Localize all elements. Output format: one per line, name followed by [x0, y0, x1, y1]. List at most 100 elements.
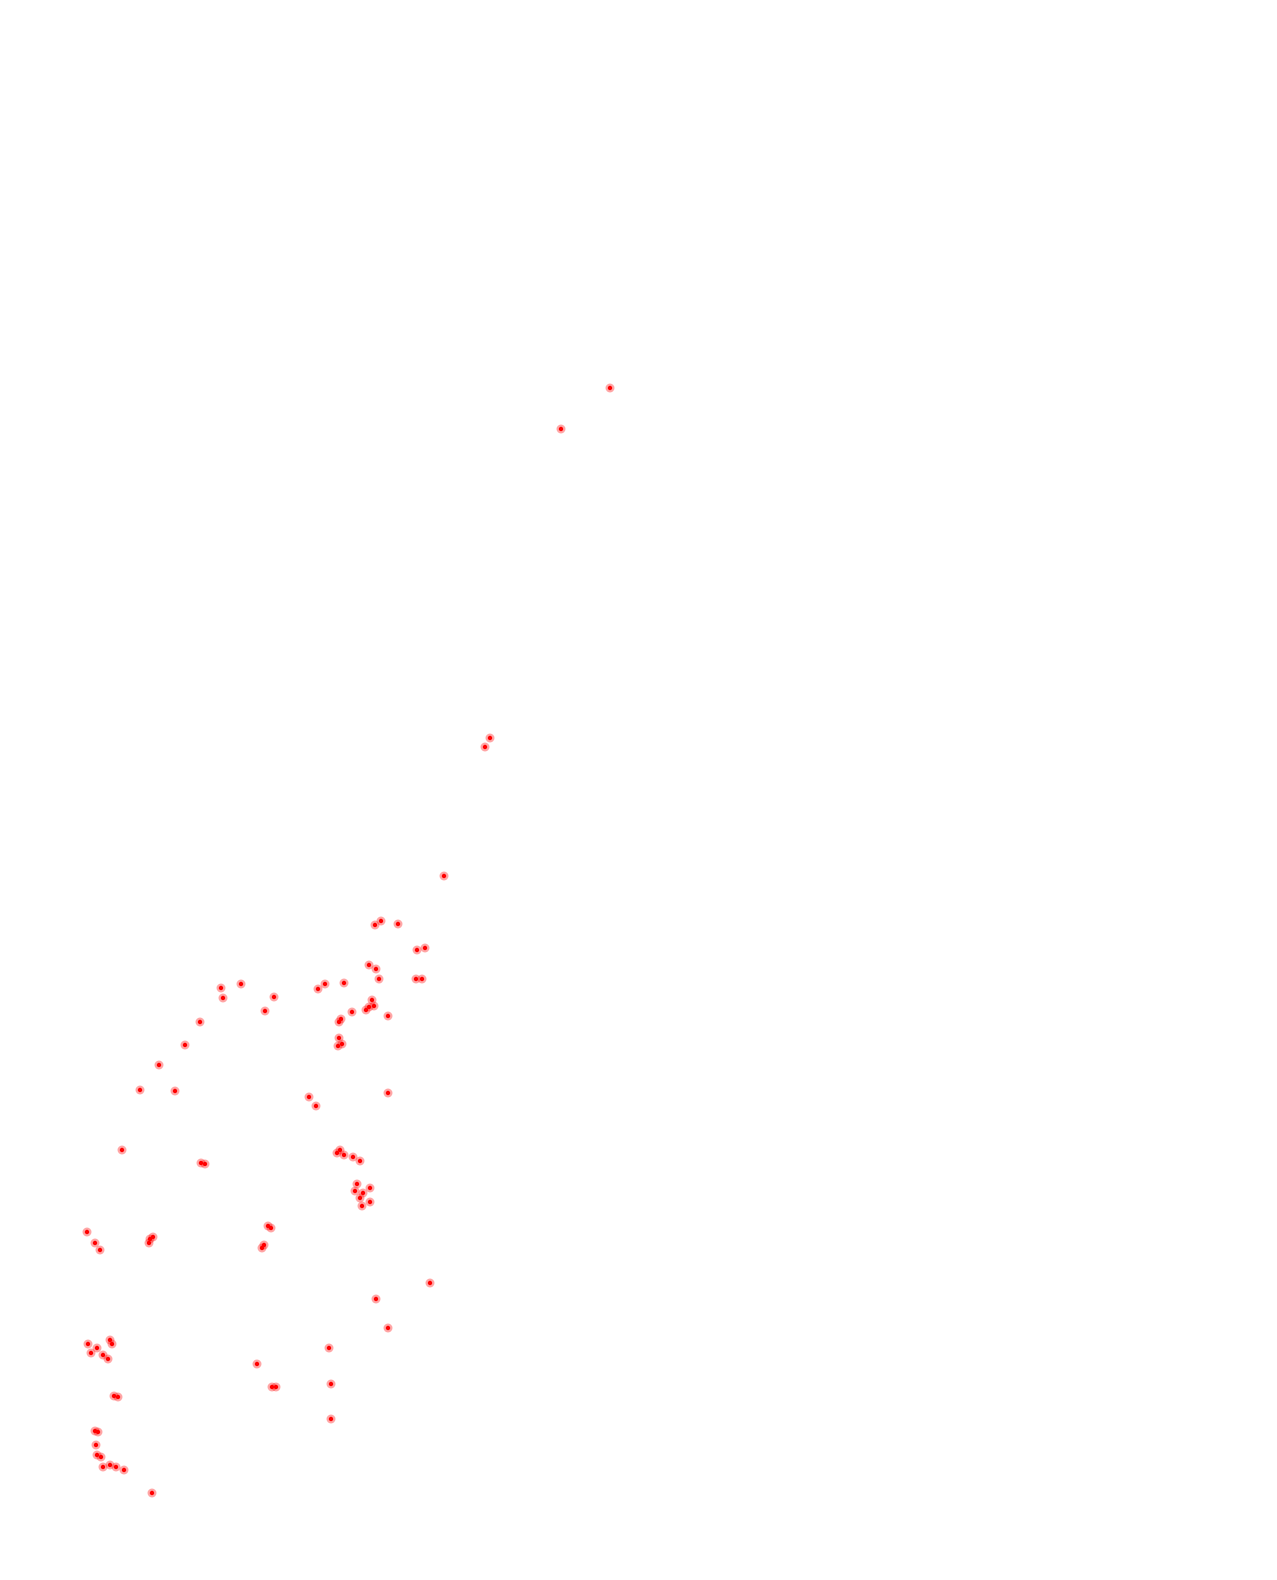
marker-dot: [218, 985, 224, 991]
location-marker: [357, 1201, 367, 1211]
marker-layer: [82, 383, 615, 1498]
marker-dot: [137, 1087, 143, 1093]
location-marker: [170, 1086, 180, 1096]
marker-dot: [357, 1195, 363, 1201]
marker-dot: [273, 1384, 279, 1390]
location-marker: [371, 964, 381, 974]
location-marker: [365, 1183, 375, 1193]
location-marker: [82, 1227, 92, 1237]
marker-dot: [97, 1247, 103, 1253]
marker-dot: [385, 1013, 391, 1019]
location-marker: [135, 1085, 145, 1095]
marker-dot: [172, 1088, 178, 1094]
location-marker: [333, 1041, 343, 1051]
location-marker: [105, 1460, 115, 1470]
location-marker: [383, 1088, 393, 1098]
location-marker: [311, 1101, 321, 1111]
marker-dot: [371, 1003, 377, 1009]
marker-dot: [306, 1094, 312, 1100]
location-marker: [417, 974, 427, 984]
location-marker: [605, 383, 615, 393]
location-marker: [334, 1033, 344, 1043]
marker-dot: [367, 1185, 373, 1191]
location-marker: [236, 979, 246, 989]
marker-dot: [328, 1416, 334, 1422]
location-marker: [485, 733, 495, 743]
location-marker: [347, 1007, 357, 1017]
marker-dot: [119, 1147, 125, 1153]
marker-dot: [352, 1188, 358, 1194]
marker-dot: [262, 1008, 268, 1014]
location-marker: [267, 1382, 277, 1392]
marker-dot: [84, 1229, 90, 1235]
location-marker: [111, 1462, 121, 1472]
marker-dot: [338, 1016, 344, 1022]
location-marker: [148, 1232, 158, 1242]
marker-dot: [94, 1452, 100, 1458]
marker-dot: [419, 976, 425, 982]
marker-dot: [336, 1035, 342, 1041]
location-marker: [480, 742, 490, 752]
location-marker: [107, 1339, 117, 1349]
location-marker: [369, 1001, 379, 1011]
location-marker: [355, 1156, 365, 1166]
location-marker: [326, 1379, 336, 1389]
location-marker: [266, 1223, 276, 1233]
location-marker: [90, 1238, 100, 1248]
location-marker: [335, 1145, 345, 1155]
marker-dot: [326, 1345, 332, 1351]
marker-dot: [254, 1361, 260, 1367]
location-marker: [339, 978, 349, 988]
marker-dot: [349, 1009, 355, 1015]
marker-dot: [107, 1462, 113, 1468]
location-marker: [117, 1145, 127, 1155]
marker-dot: [92, 1240, 98, 1246]
location-marker: [370, 920, 380, 930]
location-marker: [103, 1354, 113, 1364]
location-marker: [320, 979, 330, 989]
location-marker: [336, 1014, 346, 1024]
marker-dot: [198, 1160, 204, 1166]
location-marker: [86, 1348, 96, 1358]
marker-dot: [268, 1225, 274, 1231]
marker-dot: [363, 1007, 369, 1013]
marker-dot: [98, 1454, 104, 1460]
marker-dot: [100, 1464, 106, 1470]
marker-dot: [105, 1356, 111, 1362]
location-marker: [376, 916, 386, 926]
location-marker: [98, 1462, 108, 1472]
location-marker: [393, 919, 403, 929]
marker-dot: [202, 1161, 208, 1167]
location-marker: [556, 424, 566, 434]
location-marker: [83, 1339, 93, 1349]
marker-dot: [413, 976, 419, 982]
location-marker: [420, 943, 430, 953]
marker-dot: [107, 1337, 113, 1343]
location-marker: [200, 1159, 210, 1169]
marker-dot: [607, 385, 613, 391]
location-marker: [371, 1294, 381, 1304]
marker-dot: [341, 1152, 347, 1158]
marker-dot: [341, 980, 347, 986]
location-marker: [93, 1427, 103, 1437]
location-marker: [383, 1323, 393, 1333]
location-marker: [98, 1350, 108, 1360]
marker-dot: [359, 1203, 365, 1209]
location-marker: [348, 1152, 358, 1162]
marker-dot: [422, 945, 428, 951]
location-marker: [339, 1150, 349, 1160]
location-marker: [374, 974, 384, 984]
location-marker: [144, 1238, 154, 1248]
marker-dot: [373, 1296, 379, 1302]
location-marker: [350, 1186, 360, 1196]
marker-dot: [94, 1345, 100, 1351]
location-marker: [269, 992, 279, 1002]
marker-dot: [350, 1154, 356, 1160]
marker-dot: [271, 994, 277, 1000]
marker-dot: [366, 962, 372, 968]
location-marker: [326, 1414, 336, 1424]
marker-dot: [367, 1199, 373, 1205]
location-marker: [412, 945, 422, 955]
